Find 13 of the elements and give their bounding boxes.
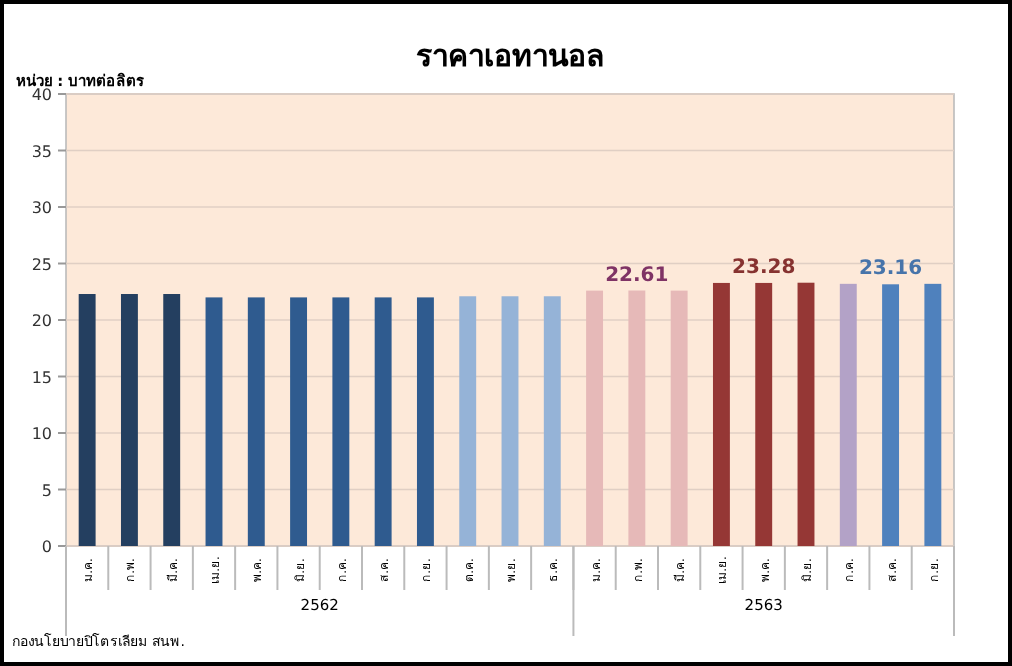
y-tick-label: 5 — [41, 481, 52, 500]
chart-title: ราคาเอทานอล — [416, 38, 604, 74]
y-tick-label: 15 — [31, 368, 52, 387]
y-tick-label: 35 — [31, 142, 52, 161]
data-label: 23.16 — [858, 258, 923, 281]
data-label: 22.61 — [605, 264, 669, 287]
y-tick-label: 0 — [41, 538, 52, 556]
y-tick-label: 40 — [31, 86, 52, 104]
y-tick-label: 30 — [31, 199, 52, 217]
data-label: 23.28 — [732, 256, 796, 279]
y-tick-label: 20 — [31, 312, 52, 330]
y-tick-label: 10 — [31, 425, 52, 443]
y-tick-label: 25 — [31, 255, 52, 274]
